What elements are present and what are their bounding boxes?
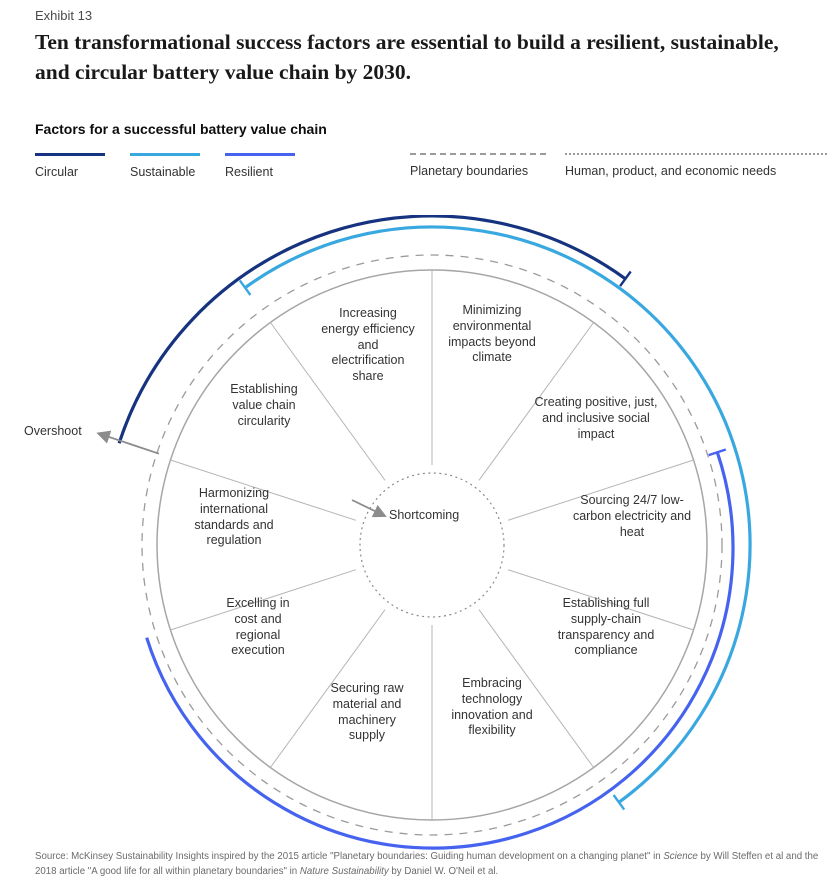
segment-divider: [170, 569, 357, 631]
shortcoming-arrow: [351, 499, 387, 518]
legend-item-human-needs: Human, product, and economic needs: [565, 153, 827, 178]
factor-label-harmonizing-standards: Harmonizing international standards and …: [194, 486, 274, 548]
page-title: Ten transformational success factors are…: [35, 30, 779, 84]
source-text: Source: McKinsey Sustainability Insights…: [35, 851, 664, 862]
chart-subtitle: Factors for a successful battery value c…: [35, 121, 327, 137]
legend-line-resilient: [225, 153, 295, 156]
sustainable-arc-start-tick: [238, 279, 252, 296]
source-text: by Will Steffen et al and the 2018 artic…: [35, 851, 819, 877]
legend-line-circular: [35, 153, 105, 156]
legend-label-planetary-boundaries: Planetary boundaries: [410, 164, 529, 178]
legend-label-human-needs: Human, product, and economic needs: [565, 164, 777, 178]
circular-arc-end-tick: [619, 270, 632, 287]
source-italic-nature: Nature Sustainability: [299, 865, 389, 877]
legend-line-planetary-boundaries: [410, 153, 546, 155]
shortcoming-label: Shortcoming: [389, 508, 460, 522]
segment-divider: [170, 459, 357, 521]
factor-label-minimizing-impacts: Minimizing environmental impacts beyond …: [448, 303, 536, 365]
factor-label-securing-raw-material: Securing raw material and machinery supp…: [330, 681, 404, 743]
factor-label-increasing-energy: Increasing energy efficiency and electri…: [321, 306, 415, 383]
legend-label-sustainable: Sustainable: [130, 165, 196, 179]
sustainable-arc-end-tick: [612, 794, 626, 811]
wheel-diagram: [96, 215, 752, 850]
source-text: by Daniel W. O'Neil et al.: [388, 865, 499, 877]
resilient-arc: [145, 451, 735, 850]
factor-label-excelling-cost: Excelling in cost and regional execution: [226, 596, 290, 658]
overshoot-arrow: [96, 430, 160, 455]
circular-arc: [117, 215, 627, 444]
legend-label-resilient: Resilient: [225, 165, 273, 179]
segment-dividers: [170, 270, 694, 820]
factor-label-creating-social-impact: Creating positive, just, and inclusive s…: [534, 395, 658, 441]
overshoot-label: Overshoot: [24, 424, 82, 438]
factor-label-embracing-technology: Embracing technology innovation and flex…: [451, 676, 533, 738]
source-note: Source: McKinsey Sustainability Insights…: [35, 850, 827, 879]
source-italic-science: Science: [663, 851, 698, 862]
segment-divider: [478, 609, 595, 768]
needs-inner-circle: [359, 472, 505, 618]
factor-label-sourcing-low-carbon: Sourcing 24/7 low-carbon electricity and…: [572, 493, 692, 539]
factor-label-value-chain-circularity: Establishing value chain circularity: [230, 382, 298, 428]
legend-item-planetary-boundaries: Planetary boundaries: [410, 153, 546, 178]
planetary-boundary-circle: [141, 254, 723, 836]
legend-item-circular: Circular: [35, 153, 105, 179]
segment-divider: [507, 569, 694, 631]
legend-item-sustainable: Sustainable: [130, 153, 200, 179]
legend-label-circular: Circular: [35, 165, 79, 179]
sustainable-arc: [244, 225, 752, 804]
factor-label-supply-chain-transparency: Establishing full supply-chain transpare…: [557, 596, 655, 658]
segment-divider: [269, 609, 386, 768]
segment-divider: [269, 322, 386, 481]
resilient-arc-start-tick: [708, 448, 727, 457]
legend-item-resilient: Resilient: [225, 153, 295, 179]
legend-line-human-needs: [565, 153, 827, 155]
segment-divider: [507, 459, 694, 521]
legend-line-sustainable: [130, 153, 200, 156]
exhibit-label: Exhibit 13: [35, 8, 93, 23]
segment-divider: [478, 322, 595, 481]
